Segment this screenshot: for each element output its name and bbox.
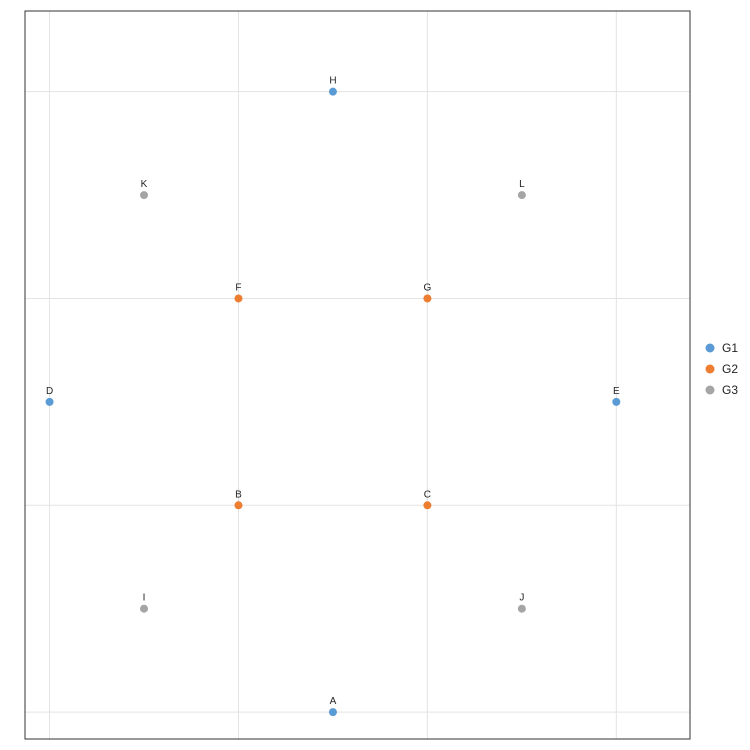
data-label-b: B	[235, 489, 242, 500]
data-point-e	[612, 397, 621, 406]
data-point-c	[423, 501, 432, 510]
legend: G1 G2 G3	[705, 341, 738, 397]
data-points: A D E H B C F G I J K L	[45, 76, 621, 717]
data-label-e: E	[613, 386, 620, 397]
legend-label-g1: G1	[722, 341, 738, 355]
data-label-k: K	[141, 179, 148, 190]
legend-key-g1	[705, 343, 715, 353]
legend-label-g2: G2	[722, 362, 738, 376]
data-point-g	[423, 294, 432, 303]
data-label-f: F	[235, 282, 241, 293]
data-label-i: I	[143, 593, 146, 604]
data-point-j	[517, 604, 526, 613]
data-point-d	[45, 397, 54, 406]
plot-background	[25, 11, 690, 739]
grid-lines	[25, 11, 690, 739]
data-label-g: G	[424, 282, 432, 293]
legend-key-g3	[705, 385, 715, 395]
data-label-h: H	[329, 76, 336, 87]
data-label-j: J	[519, 593, 524, 604]
data-point-k	[140, 191, 149, 200]
plot-border	[24, 10, 691, 740]
data-point-l	[517, 191, 526, 200]
legend-key-g2	[705, 364, 715, 374]
data-point-i	[140, 604, 149, 613]
data-label-d: D	[46, 386, 53, 397]
data-label-l: L	[519, 179, 525, 190]
data-point-b	[234, 501, 243, 510]
data-label-a: A	[330, 696, 337, 707]
legend-label-g3: G3	[722, 383, 738, 397]
data-label-c: C	[424, 489, 431, 500]
data-point-f	[234, 294, 243, 303]
data-point-a	[328, 708, 337, 717]
data-point-h	[328, 87, 337, 96]
